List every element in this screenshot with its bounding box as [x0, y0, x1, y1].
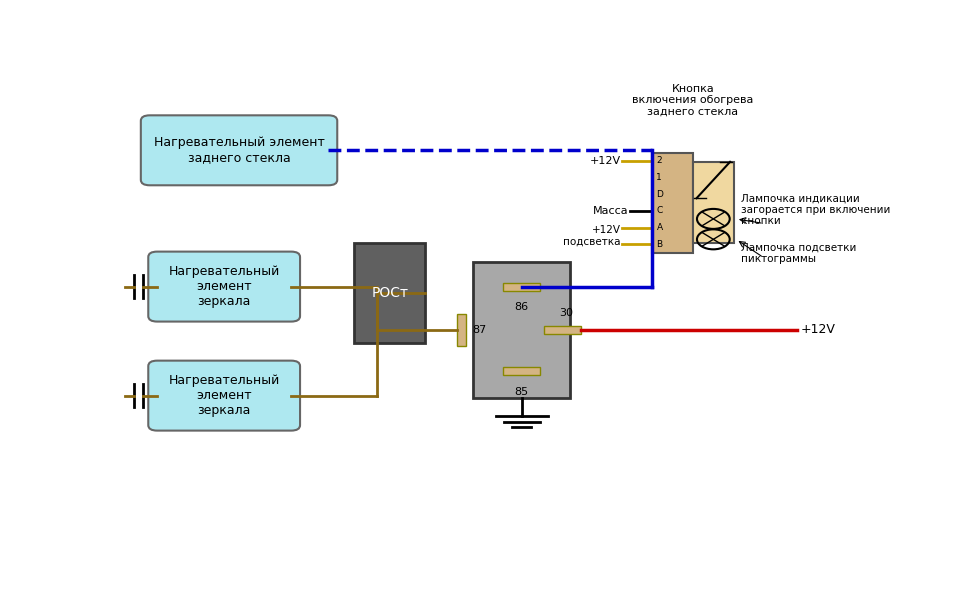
Text: D: D: [657, 190, 663, 199]
Text: +12V: +12V: [801, 323, 835, 336]
Bar: [457, 314, 466, 346]
Text: A: A: [657, 223, 662, 232]
Text: C: C: [657, 206, 662, 215]
Text: Нагревательный
элемент
зеркала: Нагревательный элемент зеркала: [169, 265, 279, 308]
Bar: [544, 326, 581, 334]
Text: Масса: Масса: [592, 206, 628, 216]
Bar: [652, 153, 693, 253]
Text: 30: 30: [560, 309, 573, 319]
Text: 85: 85: [515, 386, 529, 396]
Text: +12V: +12V: [589, 156, 621, 166]
Text: Нагревательный элемент
заднего стекла: Нагревательный элемент заднего стекла: [154, 136, 324, 164]
FancyBboxPatch shape: [148, 251, 300, 322]
Text: Лампочка подсветки
пиктограммы: Лампочка подсветки пиктограммы: [741, 242, 856, 264]
Text: Лампочка индикации
загорается при включении
кнопки: Лампочка индикации загорается при включе…: [741, 193, 891, 227]
Text: 86: 86: [515, 303, 529, 313]
FancyBboxPatch shape: [148, 360, 300, 431]
Text: Нагревательный
элемент
зеркала: Нагревательный элемент зеркала: [169, 374, 279, 417]
Bar: [503, 367, 540, 375]
Bar: [503, 283, 540, 291]
Text: +12V
подсветка: +12V подсветка: [564, 225, 621, 247]
Text: B: B: [657, 240, 662, 249]
Text: Кнопка
включения обогрева
заднего стекла: Кнопка включения обогрева заднего стекла: [633, 84, 754, 117]
Text: 87: 87: [472, 324, 486, 335]
Bar: [473, 261, 570, 398]
Text: 1: 1: [657, 173, 662, 182]
Text: РОСт: РОСт: [372, 286, 408, 300]
Bar: [693, 162, 733, 244]
FancyBboxPatch shape: [141, 115, 337, 185]
Bar: [354, 244, 425, 343]
Text: 2: 2: [657, 156, 662, 165]
